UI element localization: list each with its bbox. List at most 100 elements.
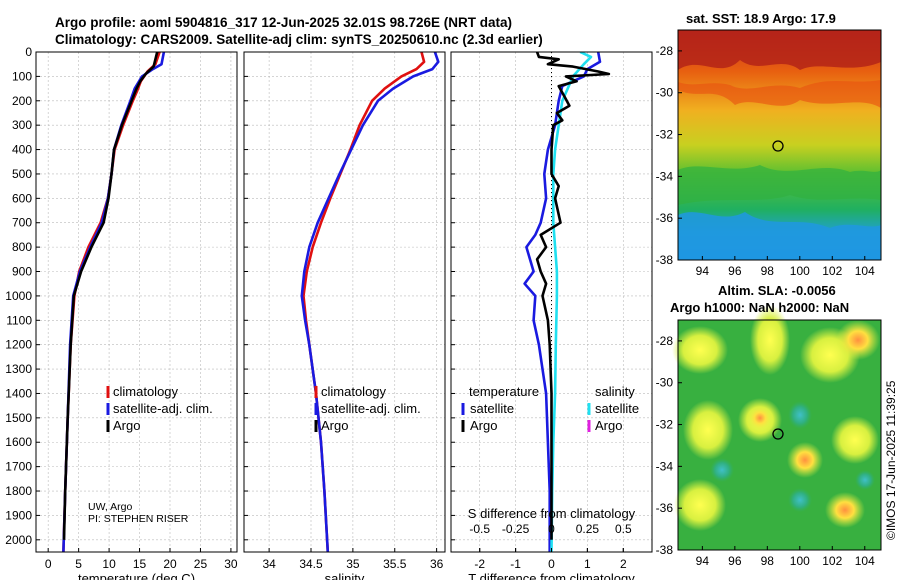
y-tick-label: 1700 [5,460,32,474]
s-tick-label: 0.5 [615,522,632,536]
map-y-tick-label: -28 [656,44,674,58]
s-tick-label: -0.5 [469,522,490,536]
map-x-tick-label: 98 [761,554,775,568]
x-tick-label: 10 [102,557,116,571]
map-y-tick-label: -30 [656,86,674,100]
x-tick-label: 2 [620,557,627,571]
map-x-tick-label: 96 [728,554,742,568]
s-tick-label: 0 [548,522,555,536]
sst-map [677,29,882,261]
x-tick-label: 15 [133,557,147,571]
y-tick-label: 1900 [5,508,32,522]
series-line-argo [62,52,159,540]
y-tick-label: 1600 [5,435,32,449]
argo-location-marker [772,428,784,440]
y-tick-label: 300 [12,118,32,132]
x-axis-label: T difference from climatology [468,571,635,580]
x-tick-label: 0 [548,557,555,571]
x-tick-label: 0 [45,557,52,571]
pi-annotation: PI: STEPHEN RISER [88,513,189,525]
x-tick-label: 34 [262,557,276,571]
x-tick-label: 1 [584,557,591,571]
temperature-plot: 0 5 10 15 20 25 30 temperature (deg C) 0 100 200 30… [5,45,238,580]
y-tick-label: 400 [12,143,32,157]
map-x-tick-label: 98 [761,264,775,278]
y-tick-label: 700 [12,216,32,230]
x-tick-label: -1 [510,557,521,571]
map-x-tick-label: 100 [790,264,810,278]
x-tick-label: 35.5 [383,557,407,571]
legend-title-temperature: temperature [469,384,539,399]
map-x-tick-label: 100 [790,554,810,568]
sla-map-title-line2: Argo h1000: NaN h2000: NaN [670,300,850,315]
figure-title-line1: Argo profile: aoml 5904816_317 12-Jun-20… [55,15,512,30]
x-tick-label: 35 [346,557,360,571]
map-x-tick-label: 104 [855,554,875,568]
y-tick-label: 0 [25,45,32,59]
map-y-tick-label: -38 [656,543,674,557]
plot-frame [35,51,238,553]
secondary-axis-label: S difference from climatology [468,506,636,521]
map-y-tick-label: -32 [656,128,674,142]
sst-map-title: sat. SST: 18.9 Argo: 17.9 [686,11,836,26]
map-x-tick-label: 94 [696,264,710,278]
y-tick-label: 200 [12,94,32,108]
legend-label: satellite-adj. clim. [321,401,421,416]
x-tick-label: 34.5 [299,557,323,571]
y-tick-label: 1000 [5,289,32,303]
x-tick-label: 30 [224,557,238,571]
legend-label: satellite [470,401,514,416]
legend-title-salinity: salinity [595,384,635,399]
x-tick-label: 36 [430,557,444,571]
series-line-satellite-adj-clim- [300,52,440,552]
map-y-tick-label: -30 [656,376,674,390]
legend-label: satellite-adj. clim. [113,401,213,416]
sla-map [672,305,882,551]
x-tick-label: -2 [474,557,485,571]
y-tick-label: 800 [12,240,32,254]
map-axes: 94 96 98 100 102 104 -28 -30 -32 -34 -36 -38 94 96 98 1… [656,44,875,568]
y-tick-label: 600 [12,191,32,205]
y-tick-label: 100 [12,69,32,83]
map-y-tick-label: -32 [656,418,674,432]
y-tick-label: 1200 [5,338,32,352]
map-x-tick-label: 104 [855,264,875,278]
legend-label: Argo [595,418,622,433]
x-tick-label: 25 [194,557,208,571]
map-x-tick-label: 94 [696,554,710,568]
y-tick-label: 2000 [5,533,32,547]
map-y-tick-label: -34 [656,459,674,473]
y-tick-label: 1100 [6,313,32,327]
map-y-tick-label: -36 [656,501,674,515]
figure-title-line2: Climatology: CARS2009. Satellite-adj cli… [55,32,543,47]
plot-area [244,52,445,552]
y-tick-label: 1500 [5,411,32,425]
y-tick-label: 500 [12,167,32,181]
legend-label: Argo [470,418,497,433]
imos-timestamp: ©IMOS 17-Jun-2025 11:39:25 [884,380,898,540]
sla-map-title-line1: Altim. SLA: -0.0056 [718,283,836,298]
plot-area [36,52,237,552]
map-y-tick-label: -36 [656,211,674,225]
s-tick-label: 0.25 [576,522,600,536]
map-y-tick-label: -28 [656,334,674,348]
legend-label: Argo [321,418,348,433]
legend-label: Argo [113,418,140,433]
legend-label: satellite [595,401,639,416]
y-tick-label: 1400 [5,386,32,400]
s-tick-label: -0.25 [502,522,530,536]
difference-plot: -2 -1 0 1 2T difference from climatology temp… [450,51,653,580]
y-tick-label: 1800 [5,484,32,498]
legend-label: climatology [113,384,179,399]
salinity-plot: 34 34.5 35 35.5 36 salinity climatology satelli… [243,51,446,580]
y-tick-label: 1300 [5,362,32,376]
legend-label: climatology [321,384,387,399]
x-tick-label: 5 [75,557,82,571]
map-x-tick-label: 96 [728,264,742,278]
argo-location-marker [772,140,784,152]
pi-annotation: UW, Argo [88,501,133,513]
x-axis-label: temperature (deg C) [78,571,195,580]
map-y-tick-label: -34 [656,169,674,183]
x-axis-label: salinity [325,571,365,580]
